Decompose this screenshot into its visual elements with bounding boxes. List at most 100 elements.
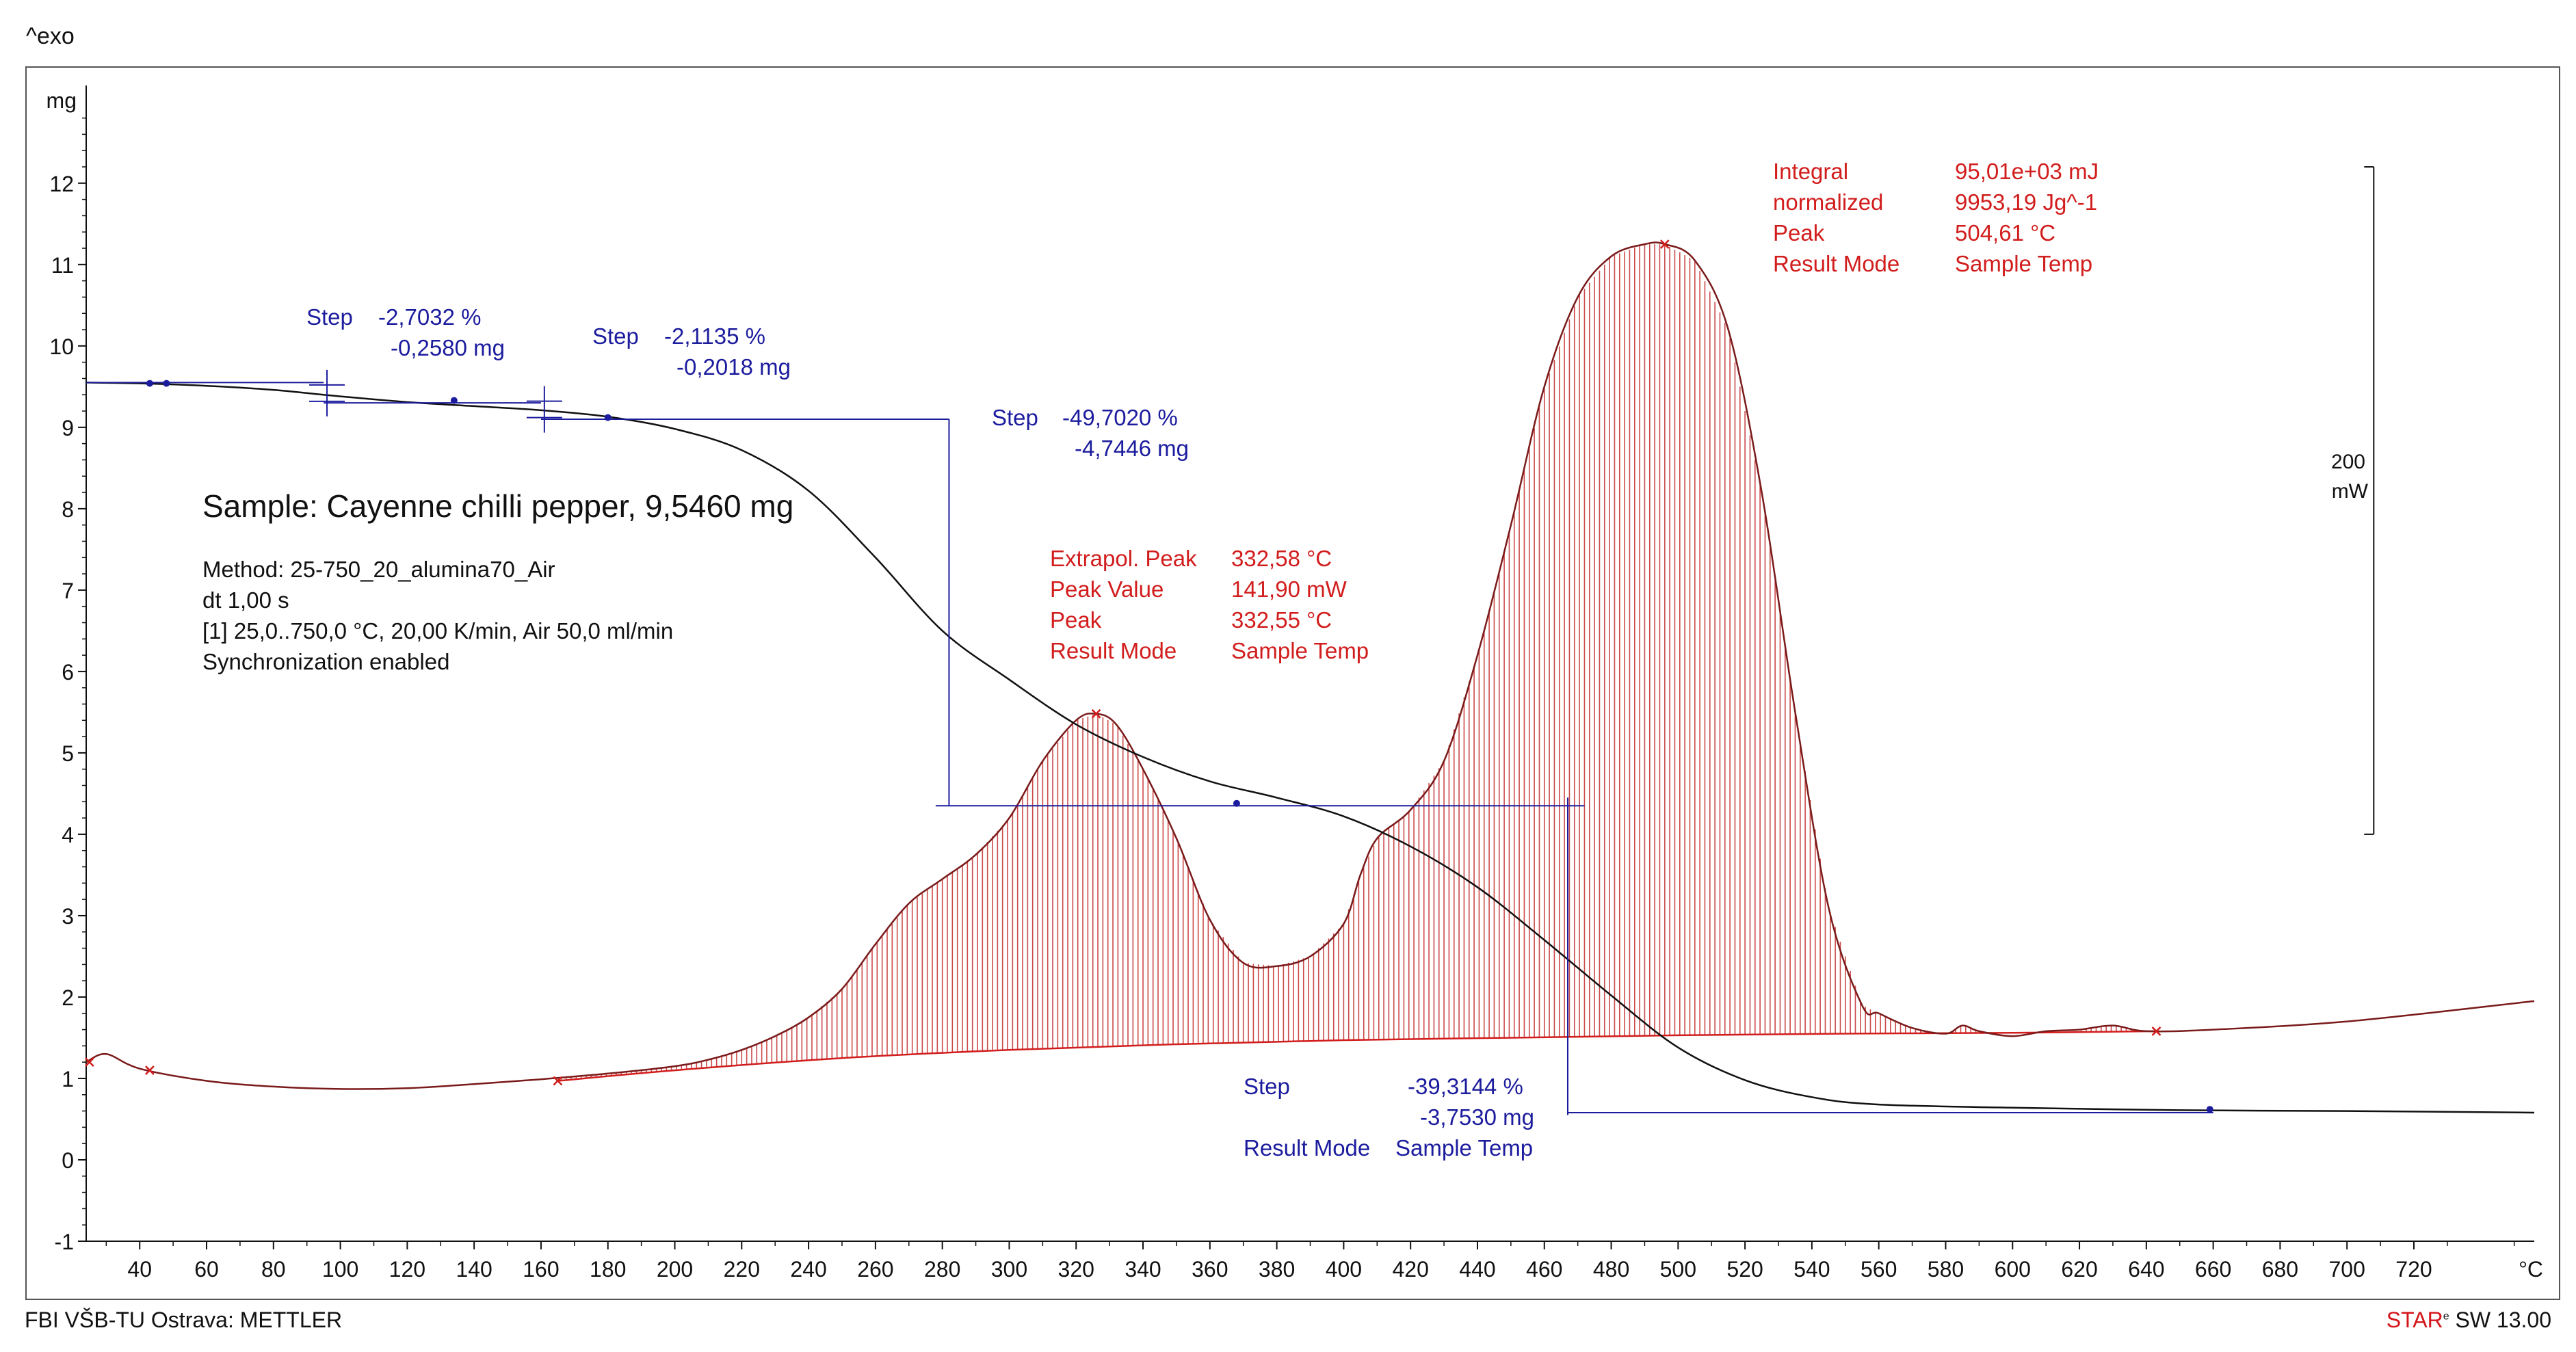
x-tick-label-7: 180 xyxy=(590,1257,626,1282)
x-tick-label-31: 660 xyxy=(2195,1257,2231,1282)
x-tick-label-20: 440 xyxy=(1459,1257,1495,1282)
step-label-0: Step xyxy=(306,304,353,330)
series-markers xyxy=(85,239,2213,1113)
y-tick-label-2: 1 xyxy=(62,1067,74,1091)
x-tick-label-8: 200 xyxy=(657,1257,693,1282)
x-tick-label-13: 300 xyxy=(991,1257,1027,1282)
step-mass-3: -3,7530 mg xyxy=(1420,1104,1534,1130)
exo-direction-label: ^exo xyxy=(26,23,75,49)
peak-0-label-0: Extrapol. Peak xyxy=(1050,546,1197,571)
step-marker xyxy=(450,397,458,404)
peak-1-label-2: Peak xyxy=(1773,220,1825,246)
dsc-marker xyxy=(553,1076,563,1086)
x-tick-label-9: 220 xyxy=(724,1257,760,1282)
y-tick-label-10: 9 xyxy=(62,416,74,440)
peak-0-label-1: Peak Value xyxy=(1050,576,1164,602)
x-tick-label-33: 700 xyxy=(2329,1257,2365,1282)
footer-version: SW 13.00 xyxy=(2449,1308,2551,1332)
x-tick-label-27: 580 xyxy=(1928,1257,1964,1282)
step-result-label-3: Result Mode xyxy=(1244,1135,1370,1161)
x-tick-label-32: 680 xyxy=(2262,1257,2298,1282)
dsc-baseline-line xyxy=(557,1030,2157,1082)
x-tick-label-19: 420 xyxy=(1392,1257,1428,1282)
x-tick-label-21: 460 xyxy=(1526,1257,1562,1282)
sample-title: Sample: Cayenne chilli pepper, 9,5460 mg xyxy=(202,488,793,524)
plot-frame xyxy=(25,66,2560,1300)
step-mass-0: -0,2580 mg xyxy=(391,335,505,360)
step-percent-3: -39,3144 % xyxy=(1408,1074,1523,1099)
peak-1-value-1: 9953,19 Jg^-1 xyxy=(1955,189,2097,215)
footer-software-version: STARe SW 13.00 xyxy=(2387,1308,2551,1333)
x-tick-label-15: 340 xyxy=(1125,1257,1161,1282)
peak-1-value-3: Sample Temp xyxy=(1955,251,2092,276)
x-tick-label-23: 500 xyxy=(1660,1257,1696,1282)
x-tick-label-2: 80 xyxy=(261,1257,286,1282)
footer-brand: STAR xyxy=(2386,1308,2443,1332)
series-lines xyxy=(86,241,2535,1114)
step-marker xyxy=(604,414,612,421)
peak-0-value-2: 332,55 °C xyxy=(1231,607,1332,633)
peak-0-value-1: 141,90 mW xyxy=(1231,576,1348,602)
x-tick-label-1: 60 xyxy=(194,1257,219,1282)
x-tick-label-34: 720 xyxy=(2395,1257,2432,1282)
y-tick-label-8: 7 xyxy=(62,579,74,603)
axis-ticks xyxy=(78,117,2515,1249)
y-tick-label-11: 10 xyxy=(49,334,74,359)
step-label-3: Step xyxy=(1244,1074,1290,1099)
peak-1-label-1: normalized xyxy=(1773,189,1883,215)
tga-mass-line xyxy=(86,382,2535,1114)
peak-0-label-3: Result Mode xyxy=(1050,638,1177,663)
dsc-marker xyxy=(1659,239,1670,249)
x-tick-label-29: 620 xyxy=(2061,1257,2097,1282)
x-axis-unit-label: °C xyxy=(2519,1257,2543,1282)
x-tick-label-5: 140 xyxy=(456,1257,492,1282)
y-tick-label-3: 2 xyxy=(62,985,74,1010)
scale-bar-unit: mW xyxy=(2332,480,2369,503)
y-tick-label-0: -1 xyxy=(55,1230,74,1254)
step-marker xyxy=(146,380,153,387)
method-line-2: [1] 25,0..750,0 °C, 20,00 K/min, Air 50,… xyxy=(202,618,673,644)
x-tick-label-22: 480 xyxy=(1593,1257,1629,1282)
step-label-2: Step xyxy=(992,405,1038,430)
footer-brand-mark: e xyxy=(2443,1310,2449,1323)
dsc-heat-flow-line xyxy=(86,241,2535,1090)
y-tick-label-4: 3 xyxy=(62,904,74,929)
x-tick-label-4: 120 xyxy=(389,1257,425,1282)
x-tick-label-30: 640 xyxy=(2128,1257,2164,1282)
peak-0-label-2: Peak xyxy=(1050,607,1102,633)
dsc-marker xyxy=(145,1065,155,1075)
x-tick-label-25: 540 xyxy=(1793,1257,1830,1282)
x-tick-label-0: 40 xyxy=(127,1257,152,1282)
x-tick-label-12: 280 xyxy=(924,1257,960,1282)
peak-1-value-2: 504,61 °C xyxy=(1955,220,2055,246)
chart-annotations: 200 mW Sample: Cayenne chilli pepper, 9,54… xyxy=(202,159,2369,1161)
x-tick-label-17: 380 xyxy=(1259,1257,1295,1282)
dsc-marker xyxy=(2151,1026,2161,1036)
y-tick-label-1: 0 xyxy=(62,1148,74,1173)
y-tick-label-13: 12 xyxy=(49,172,74,196)
x-tick-label-26: 560 xyxy=(1861,1257,1897,1282)
step-result-value-3: Sample Temp xyxy=(1395,1135,1533,1161)
method-line-3: Synchronization enabled xyxy=(202,649,449,674)
y-tick-label-12: 11 xyxy=(51,253,74,278)
x-tick-label-10: 240 xyxy=(790,1257,826,1282)
peak-1-label-3: Result Mode xyxy=(1773,251,1900,276)
x-tick-label-11: 260 xyxy=(857,1257,893,1282)
y-axis-unit-label: mg xyxy=(47,88,77,113)
step-mass-1: -0,2018 mg xyxy=(676,354,791,380)
dsc-marker xyxy=(1091,708,1101,719)
y-tick-label-6: 5 xyxy=(62,741,74,766)
y-tick-label-9: 8 xyxy=(62,497,74,522)
x-tick-label-6: 160 xyxy=(523,1257,559,1282)
peak-integration-hatch xyxy=(560,244,2132,1081)
step-label-1: Step xyxy=(592,323,639,349)
step-mass-2: -4,7446 mg xyxy=(1075,436,1189,461)
x-tick-label-18: 400 xyxy=(1326,1257,1362,1282)
step-marker xyxy=(1233,799,1240,807)
dsc-marker xyxy=(85,1057,94,1068)
y-tick-label-7: 6 xyxy=(62,660,74,685)
step-percent-1: -2,1135 % xyxy=(664,323,765,349)
peak-1-value-0: 95,01e+03 mJ xyxy=(1955,159,2099,184)
step-percent-2: -49,7020 % xyxy=(1062,405,1178,430)
